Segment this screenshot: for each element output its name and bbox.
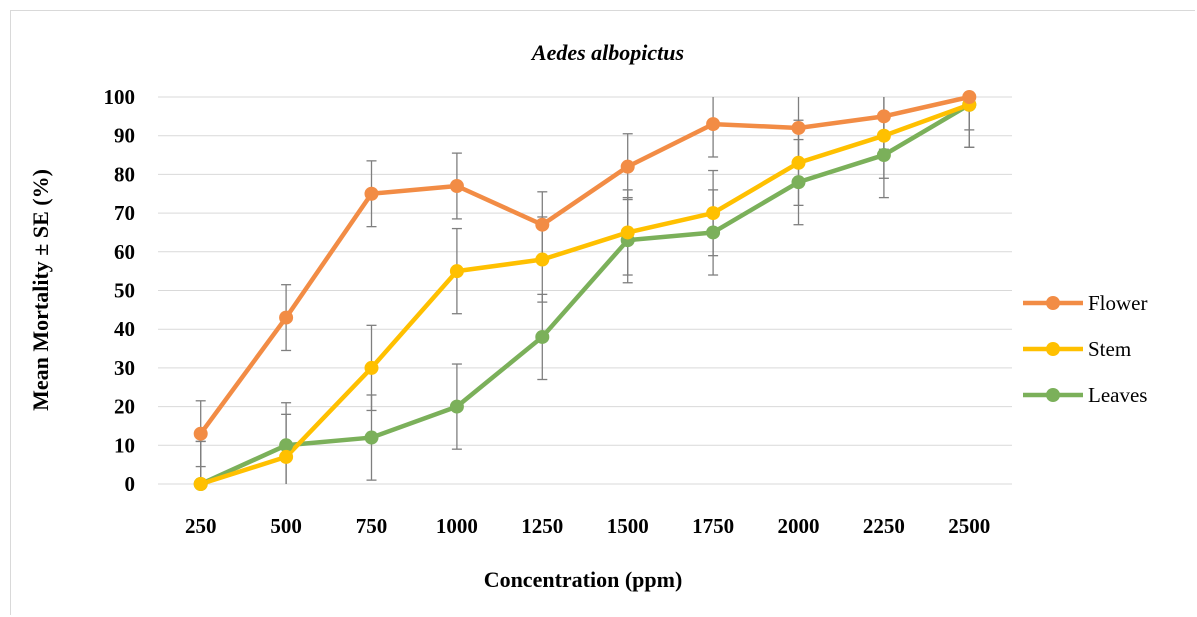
data-point-leaves [535,329,550,344]
y-tick-label: 90 [114,124,135,148]
data-point-flower [279,310,294,325]
legend-item-leaves: Leaves [1023,383,1147,407]
data-point-flower [535,217,550,232]
y-tick-label: 100 [104,85,136,109]
x-tick-label: 2500 [948,514,990,538]
data-point-stem [364,360,379,375]
chart-frame [10,10,1195,615]
y-tick-label: 60 [114,240,135,264]
error-bar-leaves [195,440,206,484]
data-point-flower [193,426,208,441]
data-point-stem [706,206,721,221]
y-tick-label: 50 [114,279,135,303]
y-tick-label: 20 [114,395,135,419]
x-tick-label: 1250 [521,514,563,538]
data-point-leaves [706,225,721,240]
x-tick-label: 1750 [692,514,734,538]
legend: Flower Stem Leaves [1023,291,1148,407]
y-tick-label: 0 [125,472,136,496]
legend-label: Stem [1088,337,1131,361]
x-tick-label: 1000 [436,514,478,538]
data-point-leaves [876,148,891,163]
legend-label: Leaves [1088,383,1147,407]
data-point-flower [620,159,635,174]
x-tick-label: 2000 [778,514,820,538]
data-point-leaves [791,175,806,190]
data-point-flower [364,186,379,201]
y-tick-label: 10 [114,433,135,457]
y-tick-label: 70 [114,201,135,225]
x-tick-label: 750 [356,514,388,538]
series-line-leaves [199,102,971,487]
y-tick-label: 30 [114,356,135,380]
legend-label: Flower [1088,291,1148,315]
y-tick-label: 40 [114,317,135,341]
data-point-stem [193,477,208,491]
data-point-stem [876,128,891,143]
x-axis-title: Concentration (ppm) [484,567,683,592]
y-axis-ticks: 0 10 20 30 40 50 60 70 80 90 100 [104,85,136,496]
series-lines [198,94,971,487]
gridlines [158,96,1012,485]
x-tick-label: 500 [270,514,302,538]
series-points [193,90,977,491]
legend-marker [1046,342,1060,356]
legend-marker [1046,296,1060,310]
data-point-flower [962,90,977,104]
legend-marker [1046,388,1060,402]
x-tick-label: 250 [185,514,217,538]
data-point-stem [279,449,294,464]
y-tick-label: 80 [114,162,135,186]
data-point-stem [449,264,464,279]
data-point-leaves [279,438,294,453]
data-point-leaves [449,399,464,414]
data-point-stem [535,252,550,267]
x-tick-label: 1500 [607,514,649,538]
data-point-flower [706,117,721,132]
chart-title: Aedes albopictus [530,40,684,65]
data-point-flower [449,179,464,194]
series-line-flower [198,94,970,436]
legend-item-flower: Flower [1023,291,1148,315]
data-point-flower [876,109,891,124]
x-axis-ticks: 250 500 750 1000 1250 1500 1750 2000 2250 2500 [185,514,990,538]
data-point-stem [791,155,806,170]
legend-item-stem: Stem [1023,337,1131,361]
data-point-leaves [364,430,379,445]
data-point-flower [791,120,806,135]
x-tick-label: 2250 [863,514,905,538]
series-line-stem [200,102,971,487]
data-point-stem [620,225,635,240]
y-axis-title: Mean Mortality ± SE (%) [28,169,53,411]
